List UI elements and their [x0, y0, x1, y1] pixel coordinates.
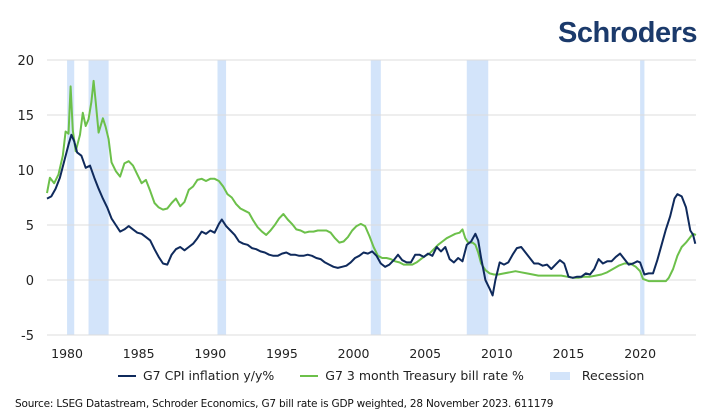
x-tick-label: 2020 [624, 346, 656, 361]
legend-label-cpi: G7 CPI inflation y/y% [143, 368, 275, 383]
legend-item-recession: Recession [549, 368, 645, 383]
recession-band [370, 60, 381, 335]
recession-band [466, 60, 489, 335]
x-tick-label: 2005 [409, 346, 441, 361]
legend-item-tbill: G7 3 month Treasury bill rate % [300, 368, 524, 383]
y-axis-ticks: -5 0 5 10 15 20 [17, 54, 34, 344]
gridlines [47, 59, 696, 336]
recession-bands [67, 60, 645, 335]
recession-band [217, 60, 227, 335]
series-lines [46, 79, 697, 297]
y-tick-label: 0 [26, 274, 34, 289]
legend-swatch-recession [549, 371, 570, 380]
legend-swatch-tbill [300, 374, 319, 377]
legend-label-recession: Recession [581, 368, 645, 383]
recession-band [67, 60, 75, 335]
x-tick-label: 2015 [553, 346, 585, 361]
line-chart: -5 0 5 10 15 20 1980 1985 1990 1995 2000 2005 2010 2… [17, 54, 697, 361]
x-tick-label: 2010 [481, 346, 513, 361]
x-tick-label: 1995 [266, 346, 298, 361]
y-tick-label: 10 [17, 164, 34, 179]
legend-label-tbill: G7 3 month Treasury bill rate % [325, 368, 524, 383]
schroders-logo: Schroders [558, 17, 697, 49]
y-tick-label: 5 [26, 219, 34, 234]
x-tick-label: 1980 [51, 346, 83, 361]
x-tick-label: 2000 [338, 346, 370, 361]
legend-swatch-cpi [118, 374, 136, 377]
y-tick-label: -5 [21, 329, 34, 344]
legend: G7 CPI inflation y/y% G7 3 month Treasur… [118, 368, 670, 383]
x-axis-ticks: 1980 1985 1990 1995 2000 2005 2010 2015 2020 [51, 346, 656, 361]
x-tick-label: 1985 [123, 346, 155, 361]
series-line-cpi [46, 133, 697, 297]
y-tick-label: 20 [17, 54, 34, 69]
recession-band [88, 60, 109, 335]
source-note: Source: LSEG Datastream, Schroder Econom… [15, 398, 554, 410]
recession-band [640, 60, 645, 335]
legend-item-cpi: G7 CPI inflation y/y% [118, 368, 274, 383]
y-tick-label: 15 [17, 109, 34, 124]
x-tick-label: 1990 [194, 346, 226, 361]
